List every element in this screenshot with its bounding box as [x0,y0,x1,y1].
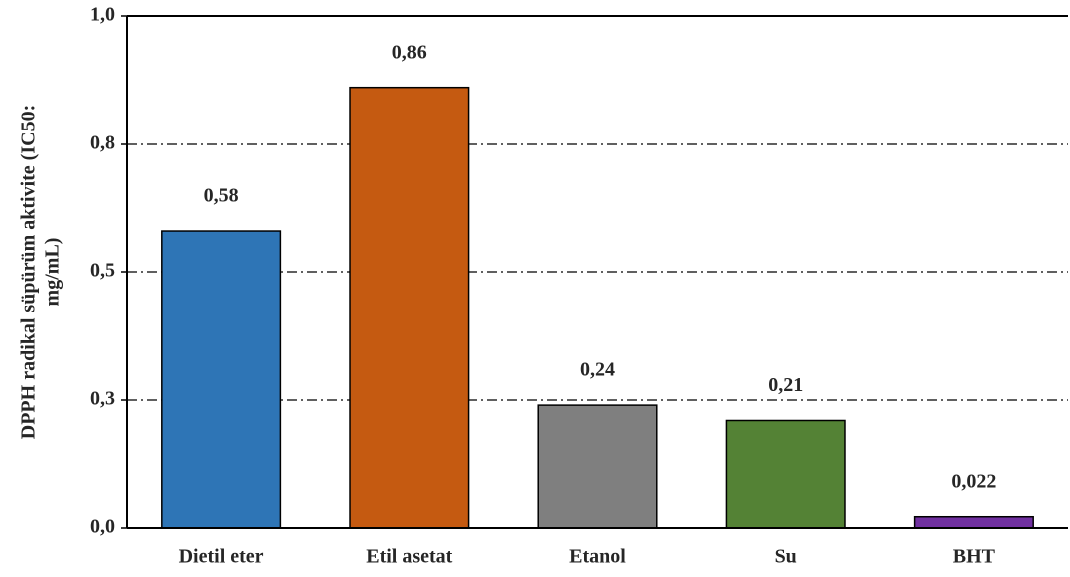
value-label: 0,24 [580,359,615,381]
bar [725,419,846,529]
bar [161,230,282,529]
y-axis-label-line: mg/mL) [42,238,64,307]
value-label: 0,58 [204,185,239,207]
value-label: 0,86 [392,41,427,63]
value-label: 0,21 [768,374,803,396]
y-tick-label: 0,5 [90,260,115,282]
y-tick-label: 0,0 [90,516,115,538]
value-label: 0,022 [951,470,996,492]
x-tick-label: Dietil eter [179,546,264,568]
y-tick-label: 0,3 [90,388,115,410]
bar [537,404,658,529]
x-tick-label: Etanol [569,546,626,568]
x-tick-label: Etil asetat [366,546,452,568]
y-tick-label: 1,0 [90,4,115,26]
x-tick-label: BHT [953,546,996,568]
bar [913,515,1034,529]
y-axis-label: DPPH radikal süpürüm aktivite (IC50: mg/… [18,105,64,439]
x-tick-label: Su [775,546,797,568]
y-axis-label-line: DPPH radikal süpürüm aktivite (IC50: [18,105,40,439]
y-tick-label: 0,8 [90,132,115,154]
bar [349,86,470,529]
